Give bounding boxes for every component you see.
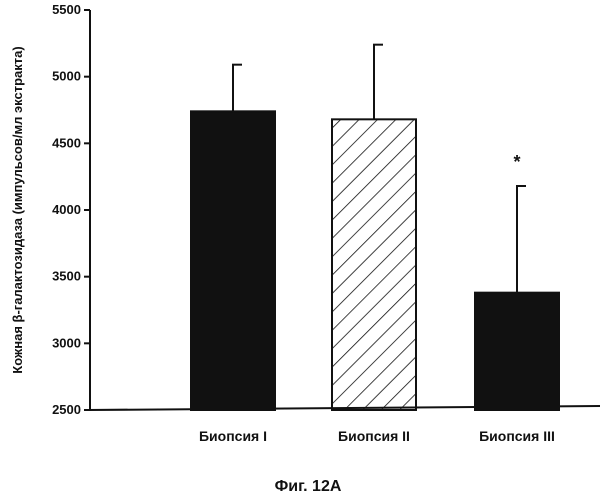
bar	[190, 110, 276, 411]
annotations: *	[513, 152, 520, 172]
figure-caption: Фиг. 12А	[275, 478, 342, 495]
category-label: Биопсия II	[338, 428, 410, 444]
y-tick-label: 2500	[52, 402, 81, 417]
y-tick-label: 4000	[52, 202, 81, 217]
error-bars	[232, 43, 526, 293]
y-axis-title: Кожная β-галактозидаза (импульсов/мл экс…	[10, 46, 25, 373]
y-tick-label: 5500	[52, 2, 81, 17]
y-tick-label: 5000	[52, 69, 81, 84]
category-label: Биопсия I	[199, 428, 267, 444]
category-labels: Биопсия I Биопсия II Биопсия III	[199, 428, 555, 444]
bars	[190, 110, 560, 411]
y-axis-ticks: 2500 3000 3500 4000 4500 5000 5500	[52, 2, 90, 417]
significance-marker: *	[513, 152, 520, 172]
y-tick-label: 3500	[52, 269, 81, 284]
bar	[474, 291, 560, 411]
y-tick-label: 3000	[52, 335, 81, 350]
bar	[331, 118, 417, 411]
category-label: Биопсия III	[479, 428, 555, 444]
y-tick-label: 4500	[52, 135, 81, 150]
